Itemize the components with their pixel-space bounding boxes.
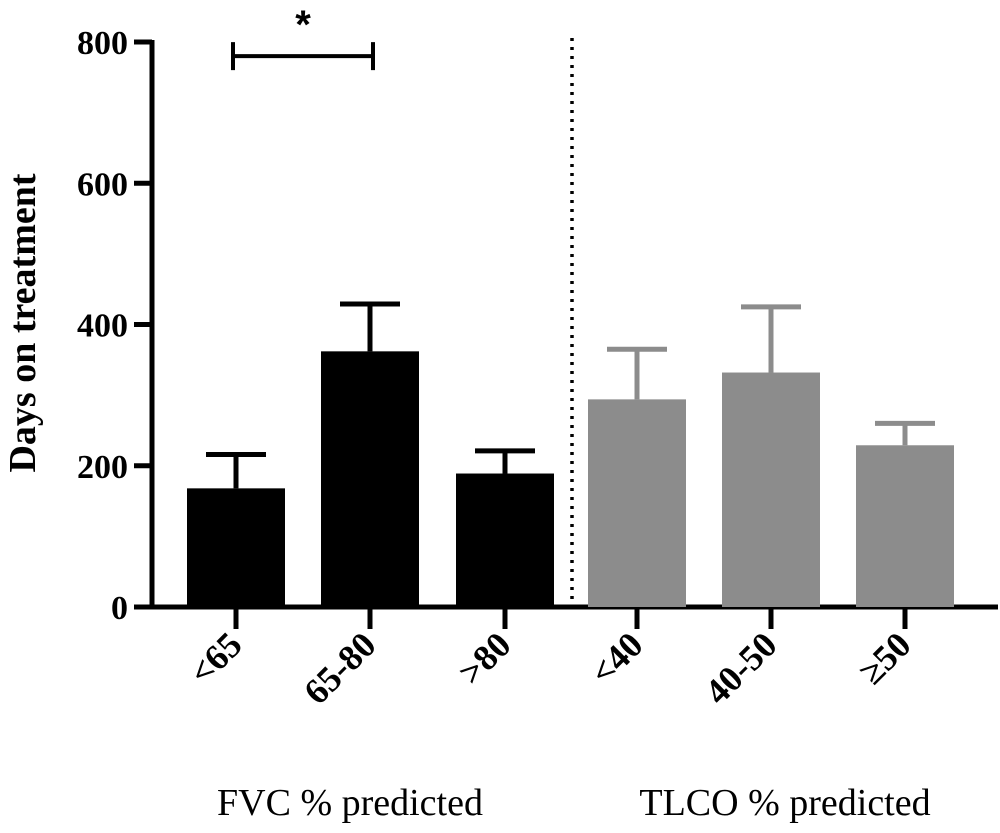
y-tick-label: 800 [77, 25, 128, 62]
x-tick-label: <40 [582, 624, 650, 692]
y-tick-label: 400 [77, 308, 128, 345]
x-tick-label: 65-80 [296, 624, 384, 712]
bar [722, 372, 820, 607]
group-label-tlco: TLCO % predicted [639, 782, 930, 824]
x-tick-label: 40-50 [697, 624, 785, 712]
y-axis-label: Days on treatment [2, 173, 44, 472]
bar [588, 399, 686, 607]
y-tick-label: 600 [77, 166, 128, 203]
bar [856, 445, 954, 607]
y-tick-label: 200 [77, 449, 128, 486]
x-tick-label: <65 [181, 624, 249, 692]
group-label-fvc: FVC % predicted [217, 782, 483, 824]
bar [187, 488, 285, 607]
bar [321, 351, 419, 607]
x-tick-label: ≥50 [851, 624, 919, 692]
x-tick-label: >80 [450, 624, 518, 692]
significance-asterisk: * [295, 3, 311, 47]
y-tick-label: 0 [111, 590, 128, 627]
bar [456, 473, 554, 607]
bars-layer [187, 42, 954, 607]
